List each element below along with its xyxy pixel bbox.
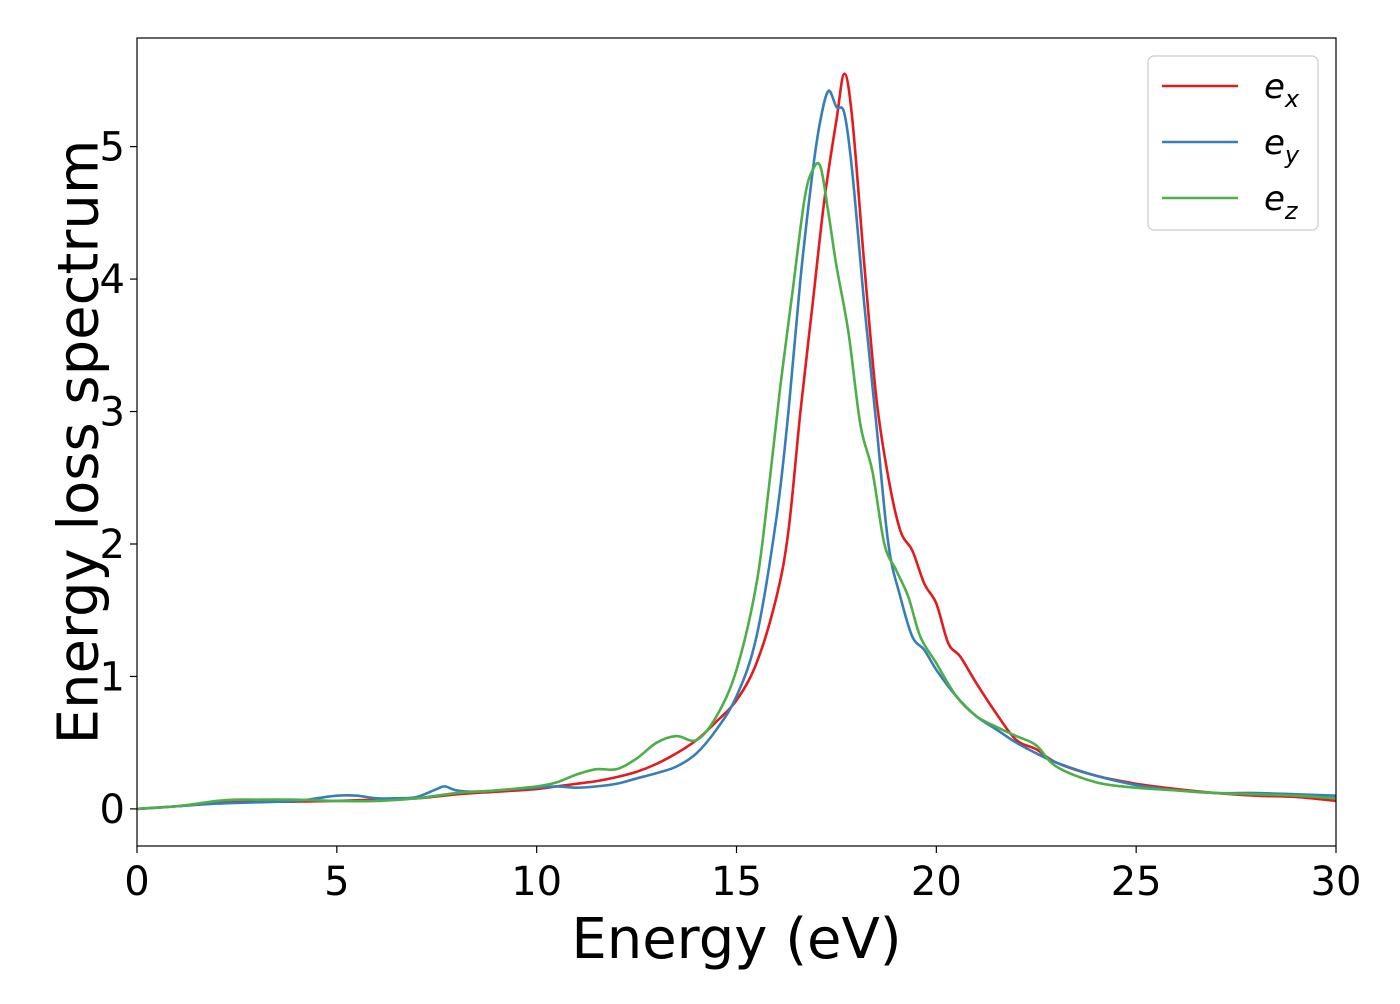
legend-label: ex (1264, 67, 1300, 113)
x-tick-label: 0 (124, 859, 149, 905)
series-line-e-z (137, 161, 1336, 811)
legend-label: ey (1264, 123, 1300, 169)
legend-item: ey (1162, 123, 1300, 169)
legend-label-base: e (1264, 179, 1285, 219)
ticks-layer: 0 5 10 15 20 25 30 0 1 2 3 4 5 (100, 125, 1362, 905)
y-axis-label: Energy loss spectrum (47, 140, 112, 745)
legend-label: ez (1264, 179, 1299, 225)
legend-item: ez (1162, 179, 1299, 225)
x-tick-label: 15 (711, 859, 762, 905)
legend-label-base: e (1264, 123, 1285, 163)
series-layer (137, 72, 1336, 811)
x-tick-label: 30 (1311, 859, 1362, 905)
y-tick-label: 5 (100, 125, 125, 171)
x-tick-label: 5 (324, 859, 349, 905)
plot-frame (136, 37, 1337, 847)
y-tick-label: 1 (100, 654, 125, 700)
y-tick-label: 3 (100, 390, 125, 436)
x-tick-label: 20 (911, 859, 962, 905)
x-tick-label: 25 (1111, 859, 1162, 905)
legend-item: ex (1162, 67, 1300, 113)
x-axis-label: Energy (eV) (571, 907, 901, 972)
y-tick-label: 2 (100, 522, 125, 568)
y-tick-label: 0 (100, 787, 125, 833)
y-tick-label: 4 (100, 257, 125, 303)
x-tick-label: 10 (511, 859, 562, 905)
legend-label-subscript: z (1284, 197, 1299, 225)
legend-label-subscript: y (1284, 141, 1300, 169)
legend-label-base: e (1264, 67, 1285, 107)
legend-label-subscript: x (1284, 85, 1300, 113)
